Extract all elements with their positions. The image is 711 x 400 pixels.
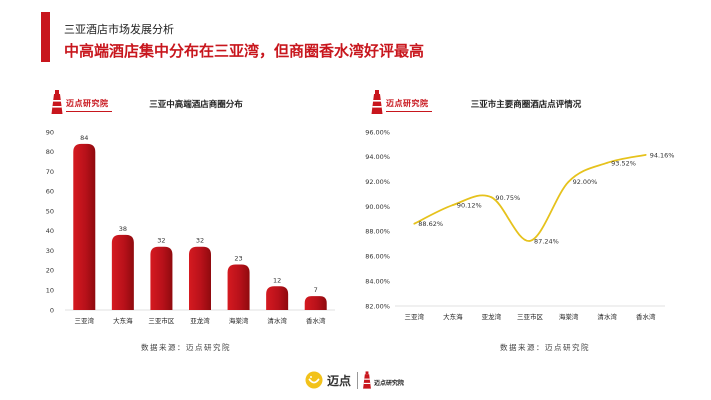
data-point — [529, 239, 531, 242]
bar — [227, 264, 250, 310]
point-value-label: 94.16% — [650, 151, 675, 159]
bar — [111, 234, 134, 310]
y-tick-label: 92.00% — [365, 178, 390, 186]
y-tick-label: 90 — [46, 128, 54, 136]
y-tick-label: 10 — [46, 287, 54, 295]
footer-divider — [357, 372, 358, 389]
logo-underline — [386, 111, 432, 112]
x-category-label: 三亚湾 — [75, 316, 95, 325]
bar-value-label: 12 — [273, 276, 281, 284]
line-chart-source: 数据来源：迈点研究院 — [500, 343, 590, 352]
logo-text: 迈点研究院 — [66, 99, 109, 108]
y-tick-label: 40 — [46, 227, 54, 235]
y-tick-label: 90.00% — [365, 203, 390, 211]
bar-value-label: 32 — [157, 237, 165, 245]
section-title: 三亚酒店市场发展分析 — [64, 23, 174, 36]
data-point — [606, 161, 609, 164]
bar-value-label: 32 — [196, 237, 204, 245]
x-category-label: 清水湾 — [267, 316, 287, 325]
x-category-label: 海棠湾 — [229, 316, 249, 325]
x-category-label: 清水湾 — [597, 312, 617, 321]
point-value-label: 90.75% — [495, 194, 520, 202]
line-chart-title: 三亚市主要商圈酒店点评情况 — [470, 100, 582, 110]
y-tick-label: 86.00% — [365, 253, 390, 261]
x-category-label: 亚龙湾 — [190, 316, 210, 325]
y-tick-label: 70 — [46, 168, 54, 176]
logo-text: 迈点研究院 — [386, 99, 429, 108]
footer-brand-name: 迈点 — [327, 374, 352, 388]
x-category-label: 三亚湾 — [405, 312, 425, 321]
y-tick-label: 30 — [46, 247, 54, 255]
logo-underline — [66, 111, 112, 112]
point-value-label: 93.52% — [611, 159, 636, 167]
point-value-label: 90.12% — [457, 202, 482, 210]
footer-institute-name: 迈点研究院 — [374, 380, 405, 387]
data-point — [644, 153, 647, 156]
bar-value-label: 7 — [314, 286, 318, 294]
bar — [266, 286, 289, 310]
y-tick-label: 0 — [50, 306, 54, 314]
data-point — [567, 180, 570, 183]
x-category-label: 香水湾 — [306, 316, 326, 325]
y-tick-label: 88.00% — [365, 228, 390, 236]
bar-chart-title: 三亚中高端酒店商圈分布 — [149, 100, 243, 110]
point-value-label: 87.24% — [534, 237, 559, 245]
line-chart: 82.00% 84.00% 86.00% 88.00% 90.00% 92.00% 94.0… — [365, 128, 675, 321]
lighthouse-icon — [371, 90, 383, 114]
line-chart-logo: 迈点研究院 — [370, 90, 440, 116]
page-headline: 中高端酒店集中分布在三亚湾，但商圈香水湾好评最高 — [64, 42, 425, 60]
y-tick-label: 50 — [46, 207, 54, 215]
y-tick-label: 96.00% — [365, 128, 390, 136]
bar — [189, 246, 211, 310]
bar-value-label: 84 — [80, 134, 88, 142]
bar-chart: 0 10 20 30 40 50 60 70 80 90 84 三亚湾 38 大东海 32 三亚市区 32 亚龙湾… — [46, 128, 335, 325]
lighthouse-icon — [51, 90, 63, 114]
y-tick-label: 20 — [46, 267, 54, 275]
x-category-label: 大东海 — [113, 316, 133, 325]
x-category-label: 大东海 — [443, 312, 463, 321]
bar-value-label: 23 — [234, 255, 242, 263]
bar — [304, 296, 327, 310]
y-tick-label: 80 — [46, 148, 54, 156]
x-category-label: 亚龙湾 — [482, 312, 502, 321]
smile-icon — [305, 371, 323, 389]
series-line — [413, 153, 646, 242]
y-tick-label: 60 — [46, 188, 54, 196]
data-point — [413, 222, 416, 225]
y-tick-label: 84.00% — [365, 277, 390, 285]
bar-chart-source: 数据来源：迈点研究院 — [141, 343, 231, 352]
data-point — [490, 196, 493, 199]
data-point — [451, 204, 454, 206]
point-value-label: 92.00% — [573, 178, 598, 186]
x-category-label: 三亚市区 — [517, 312, 544, 321]
lighthouse-icon — [363, 371, 371, 389]
y-tick-label: 94.00% — [365, 153, 390, 161]
x-category-label: 海棠湾 — [559, 312, 579, 321]
bar — [73, 143, 96, 310]
point-value-label: 88.62% — [418, 220, 443, 228]
x-category-label: 三亚市区 — [148, 316, 175, 325]
bar-chart-logo: 迈点研究院 — [50, 90, 120, 116]
bar-value-label: 38 — [119, 225, 127, 233]
bar — [150, 246, 173, 310]
x-category-label: 香水湾 — [636, 312, 656, 321]
y-tick-label: 82.00% — [365, 302, 390, 310]
header-accent-bar — [41, 12, 50, 62]
